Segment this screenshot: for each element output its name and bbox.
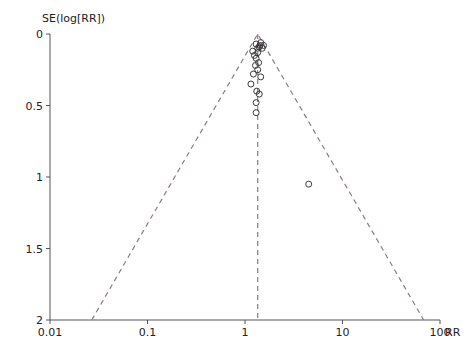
x-tick: [147, 320, 148, 324]
chart: 0.010.111010000.511.52RRSE(log[RR]): [0, 0, 474, 356]
x-tick-label: 0.01: [38, 326, 63, 339]
y-tick: [46, 105, 50, 106]
study-point: [258, 74, 264, 80]
study-point: [306, 181, 312, 187]
x-tick: [245, 320, 246, 324]
study-point: [255, 50, 261, 56]
study-point: [256, 91, 262, 97]
y-tick-label: 2: [36, 314, 43, 327]
y-tick-label: 1.5: [26, 243, 44, 256]
study-point: [253, 100, 259, 106]
x-tick: [440, 320, 441, 324]
study-point: [257, 42, 263, 48]
y-axis-label: SE(log[RR]): [42, 12, 105, 25]
x-axis-label: RR: [445, 326, 461, 339]
study-point: [255, 67, 261, 73]
y-tick-label: 0.5: [26, 100, 44, 113]
study-point: [253, 110, 259, 116]
y-tick: [46, 177, 50, 178]
x-tick: [50, 320, 51, 324]
x-tick-label: 10: [336, 326, 350, 339]
plot-area: [92, 34, 424, 320]
study-point: [248, 81, 254, 87]
y-tick: [46, 248, 50, 249]
y-tick-label: 0: [36, 28, 43, 41]
x-tick-label: 0.1: [139, 326, 157, 339]
x-tick-label: 1: [242, 326, 249, 339]
funnel-line: [92, 34, 424, 320]
x-tick: [342, 320, 343, 324]
y-tick: [46, 34, 50, 35]
y-tick-label: 1: [36, 171, 43, 184]
y-tick: [46, 320, 50, 321]
